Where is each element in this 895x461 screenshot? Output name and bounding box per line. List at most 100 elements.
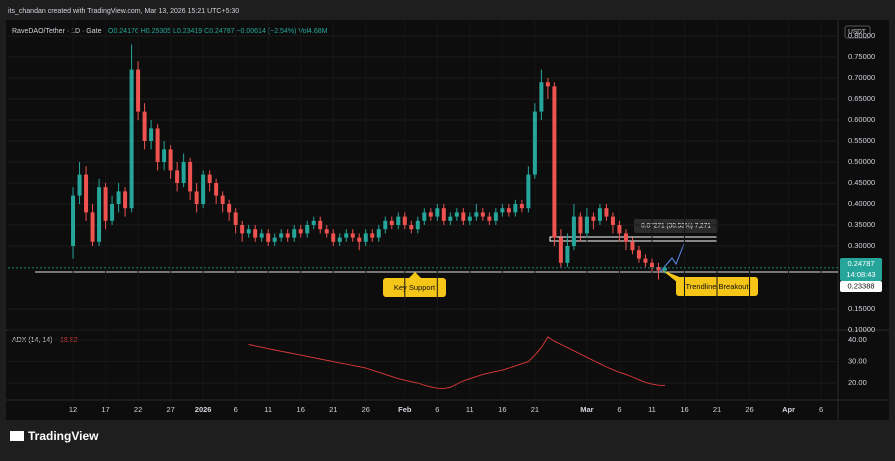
candle-body	[656, 267, 661, 271]
candle-body	[545, 82, 550, 87]
x-tick-label: 26	[362, 405, 370, 414]
candle-body	[636, 250, 641, 259]
x-tick-label: 17	[101, 405, 109, 414]
candle-body	[129, 69, 134, 209]
currency-box	[844, 25, 871, 39]
candle-body	[610, 216, 615, 226]
candle-body	[84, 174, 89, 213]
candle-body	[318, 220, 323, 230]
y-tick-label: 0.35000	[848, 220, 875, 229]
y-tick-label: 0.70000	[848, 73, 875, 82]
candle-body	[331, 233, 336, 242]
candle-body	[168, 149, 173, 171]
x-tick-label: 11	[466, 405, 474, 414]
x-tick-label: 21	[713, 405, 721, 414]
low-price-box	[840, 281, 882, 292]
candle-body	[584, 216, 589, 234]
candle-body	[500, 208, 505, 213]
candle-body	[292, 229, 297, 238]
symbol: RaveDAO/Tether · 1D · Gate	[12, 28, 102, 35]
last-price: 0.24787	[847, 259, 874, 268]
candle-body	[136, 69, 141, 112]
candle-body	[604, 208, 609, 217]
candle-body	[532, 111, 537, 175]
chart-panel	[6, 20, 889, 420]
logo	[10, 431, 24, 441]
x-tick-label: 22	[134, 405, 142, 414]
candle-body	[597, 208, 602, 221]
y-tick-label: 30.00	[848, 357, 867, 366]
candle-body	[103, 187, 108, 221]
y-tick-label: 0.60000	[848, 115, 875, 124]
marks: 0.80000 0.75000 0.70000 0.65000 0.60000 0.550…	[8, 20, 875, 414]
y-tick-label: 0.30000	[848, 241, 875, 250]
candle-body	[207, 174, 212, 184]
candle-body	[643, 258, 648, 263]
y-tick-label: 40.00	[848, 335, 867, 344]
candle-body	[435, 208, 440, 217]
x-tick-label: 11	[264, 405, 272, 414]
y-tick-label: 0.75000	[848, 52, 875, 61]
candle-body	[253, 229, 258, 238]
candle-body	[188, 162, 193, 192]
candle-body	[415, 220, 420, 230]
x-tick-label: 16	[680, 405, 688, 414]
candle-body	[97, 187, 102, 242]
x-tick-label: 16	[498, 405, 506, 414]
candle-body	[259, 233, 264, 238]
candle-body	[461, 212, 466, 221]
header: its_chandan created with TradingView.com…	[8, 8, 239, 15]
x-tick-label: 11	[648, 405, 656, 414]
x-tick-label: 16	[297, 405, 305, 414]
adx-line	[248, 336, 666, 389]
candle-body	[383, 220, 388, 230]
candle-body	[370, 233, 375, 238]
candle-body	[305, 225, 310, 234]
candle-body	[396, 216, 401, 226]
candle-body	[428, 212, 433, 217]
y-tick-label: 0.50000	[848, 157, 875, 166]
candle-body	[513, 204, 518, 213]
y-tick-label: 0.40000	[848, 199, 875, 208]
candle-body	[116, 191, 121, 205]
candle-body	[77, 174, 82, 196]
candle-body	[149, 128, 154, 142]
candle-body	[552, 86, 557, 238]
candle-body	[617, 225, 622, 234]
candle-body	[357, 237, 362, 242]
candle-body	[279, 233, 284, 238]
callout-label: Key Support	[394, 283, 436, 292]
y-tick-label: 0.65000	[848, 94, 875, 103]
y-tick-label: 0.80000	[848, 31, 875, 40]
candle-body	[506, 208, 511, 213]
candle-body	[539, 82, 544, 112]
y-tick-label: 0.10000	[848, 325, 875, 334]
candle-body	[422, 212, 427, 221]
candle-body	[467, 216, 472, 221]
candle-body	[90, 212, 95, 242]
candle-body	[402, 216, 407, 226]
candle-body	[623, 233, 628, 242]
projection-arrow	[659, 243, 685, 273]
candle-body	[480, 212, 485, 217]
candle-body	[266, 233, 271, 242]
candle-body	[649, 262, 654, 268]
candle-body	[344, 233, 349, 238]
candle-body	[123, 191, 128, 209]
candle-body	[454, 212, 459, 217]
callout-box	[383, 278, 446, 297]
candle-body	[227, 204, 232, 213]
x-tick-label: 21	[329, 405, 337, 414]
candle-body	[285, 233, 290, 238]
x-tick-label: 21	[531, 405, 539, 414]
candle-body	[493, 212, 498, 221]
x-tick-label: Mar	[580, 405, 593, 414]
candle-body	[441, 208, 446, 221]
candle-body	[240, 225, 245, 234]
candle-body	[155, 128, 160, 163]
callout-pointer	[409, 272, 421, 278]
candle-body	[214, 183, 219, 196]
x-tick-label: Apr	[782, 405, 795, 414]
candle-body	[272, 237, 277, 242]
